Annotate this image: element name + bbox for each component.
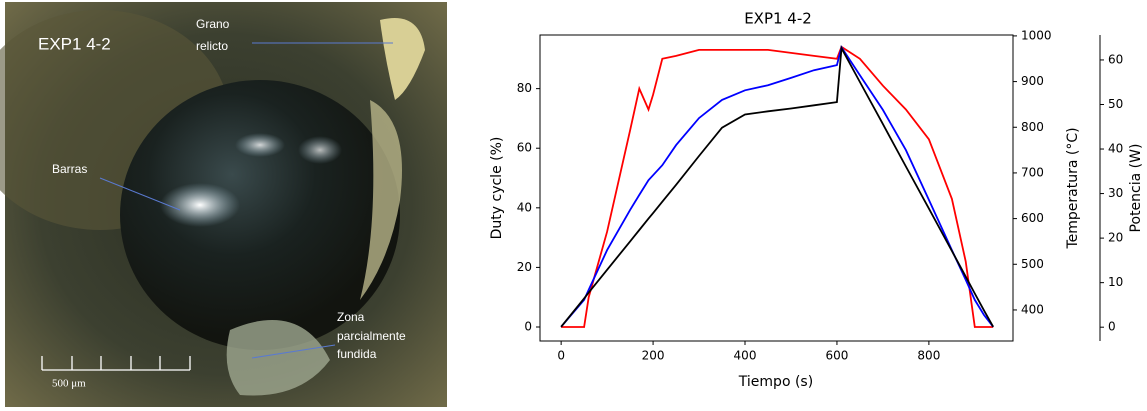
annotation: relicto xyxy=(196,39,228,53)
y-tick-label: 0 xyxy=(524,319,532,333)
y3-tick-label: 60 xyxy=(1108,52,1123,66)
photo: EXP1 4-2 Grano relicto Barras Zona parci… xyxy=(0,2,447,407)
y3-tick-label: 10 xyxy=(1108,275,1123,289)
y-tick-label: 40 xyxy=(517,200,532,214)
y3-tick-label: 40 xyxy=(1108,142,1123,156)
y2-tick-label: 600 xyxy=(1021,211,1044,225)
arrow xyxy=(99,177,181,211)
scale-bar xyxy=(41,356,191,371)
y-tick-label: 80 xyxy=(517,81,532,95)
x-tick-label: 200 xyxy=(642,349,665,363)
x-axis-label: Tiempo (s) xyxy=(738,374,813,390)
y2-tick-label: 400 xyxy=(1021,302,1044,316)
x-tick-label: 800 xyxy=(917,349,940,363)
y3-tick-label: 30 xyxy=(1108,186,1123,200)
y2-tick-label: 800 xyxy=(1021,120,1044,134)
y2-tick-label: 1000 xyxy=(1021,28,1052,42)
y3-tick-label: 50 xyxy=(1108,97,1123,111)
y-tick-label: 20 xyxy=(517,260,532,274)
x-tick-label: 600 xyxy=(825,349,848,363)
photo-title: EXP1 4-2 xyxy=(38,34,111,53)
line xyxy=(561,45,994,328)
y2-tick-label: 700 xyxy=(1021,165,1044,179)
annotation: parcialmente xyxy=(337,329,406,343)
y3-tick-label: 0 xyxy=(1108,320,1116,334)
chart: EXP1 4-2 Tiempo (s) Duty cycle (%) Tempe… xyxy=(489,10,1144,391)
annotation: Barras xyxy=(52,162,87,176)
x-tick-label: 400 xyxy=(734,349,757,363)
arrow xyxy=(251,344,336,359)
x-tick-label: 0 xyxy=(557,349,565,363)
line xyxy=(560,45,994,328)
annotation: Grano xyxy=(196,17,230,31)
y3-tick-label: 20 xyxy=(1108,231,1123,245)
line xyxy=(560,45,994,328)
y2-tick-label: 900 xyxy=(1021,74,1044,88)
y-tick-label: 60 xyxy=(517,141,532,155)
annotation: fundida xyxy=(337,347,377,361)
y2-axis-label: Temperatura (°C) xyxy=(1065,127,1081,249)
y3-axis-label: Potencia (W) xyxy=(1128,144,1144,233)
scale-label: 500 μm xyxy=(52,378,86,390)
annotation: Zona xyxy=(337,310,365,324)
y-axis-label: Duty cycle (%) xyxy=(489,137,505,240)
chart-title: EXP1 4-2 xyxy=(744,10,812,28)
plot-frame xyxy=(539,34,1014,342)
y2-tick-label: 500 xyxy=(1021,257,1044,271)
